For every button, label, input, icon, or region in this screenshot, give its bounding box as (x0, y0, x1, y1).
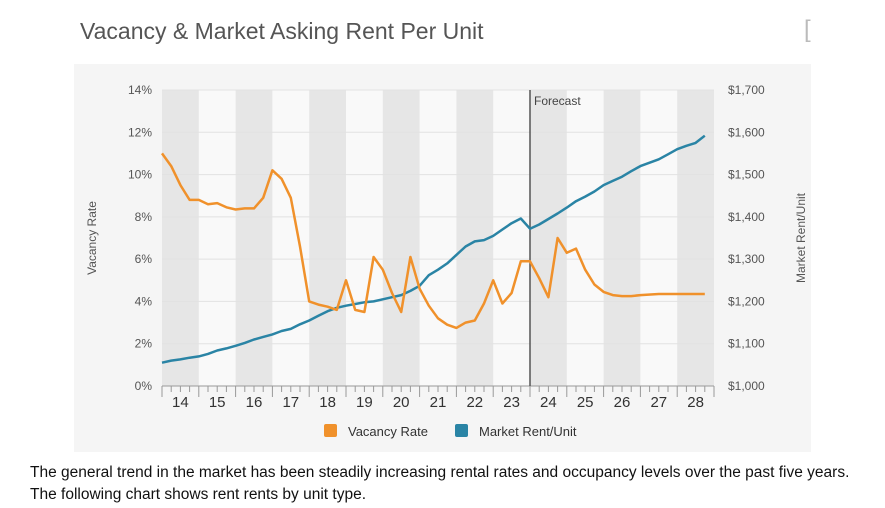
y-axis-left-title: Vacancy Rate (85, 201, 99, 275)
x-tick-label: 24 (540, 394, 557, 411)
year-band (530, 90, 567, 386)
expand-icon[interactable]: [ (804, 16, 811, 43)
x-tick-label: 18 (319, 394, 336, 411)
chart-title: Vacancy & Market Asking Rent Per Unit (80, 18, 484, 44)
x-tick-label: 23 (503, 394, 520, 411)
x-tick-label: 14 (172, 394, 189, 411)
x-tick-label: 22 (466, 394, 483, 411)
y-axis-right-labels: $1,000 $1,100 $1,200 $1,300 $1,400 $1,500 $1,6… (728, 83, 765, 393)
x-tick-label: 21 (430, 394, 447, 411)
y2-tick-label: $1,100 (728, 337, 765, 351)
legend-swatch-vacancy-rate[interactable] (324, 424, 337, 437)
vacancy-rate-series-line[interactable] (160, 152, 705, 330)
y-tick-label: 12% (128, 125, 152, 139)
caption-text: The general trend in the market has been… (30, 464, 850, 503)
year-band (677, 90, 714, 386)
y-tick-label: 2% (135, 337, 153, 351)
x-tick-label: 17 (282, 394, 299, 411)
market-rent-series-line[interactable] (161, 134, 706, 364)
y-tick-label: 14% (128, 83, 152, 97)
chart-svg: 14 15 16 17 18 19 20 21 22 23 24 25 26 27 28 0% 2% 4% 6% 8… (85, 83, 808, 439)
year-band (309, 90, 346, 386)
x-tick-label: 25 (577, 394, 594, 411)
y2-tick-label: $1,500 (728, 168, 765, 182)
y-tick-label: 8% (135, 210, 153, 224)
x-tick-label: 27 (650, 394, 667, 411)
legend-swatch-market-rent[interactable] (455, 424, 468, 437)
x-tick-label: 16 (246, 394, 263, 411)
year-band (603, 90, 641, 386)
y2-tick-label: $1,700 (728, 83, 765, 97)
year-band (235, 90, 273, 386)
y-tick-label: 10% (128, 168, 152, 182)
x-tick-label: 19 (356, 394, 373, 411)
y2-tick-label: $1,200 (728, 294, 765, 308)
y2-tick-label: $1,300 (728, 252, 765, 266)
x-tick-label: 20 (393, 394, 410, 411)
y-tick-label: 4% (135, 294, 153, 308)
y-tick-label: 6% (135, 252, 153, 266)
x-tick-label: 15 (209, 394, 226, 411)
x-axis-ticks (161, 386, 715, 397)
y-axis-left-labels: 0% 2% 4% 6% 8% 10% 12% 14% (128, 83, 152, 393)
year-band (162, 90, 199, 386)
y2-tick-label: $1,000 (728, 379, 765, 393)
x-tick-label: 26 (614, 394, 631, 411)
legend: Vacancy Rate Market Rent/Unit (324, 424, 577, 439)
chart-panel: 14 15 16 17 18 19 20 21 22 23 24 25 26 27 28 0% 2% 4% 6% 8… (74, 64, 811, 452)
x-tick-label: 28 (687, 394, 704, 411)
y2-tick-label: $1,400 (728, 210, 765, 224)
y-axis-right-title: Market Rent/Unit (794, 192, 808, 283)
x-axis-labels: 14 15 16 17 18 19 20 21 22 23 24 25 26 27 28 (172, 394, 704, 411)
legend-label-vacancy-rate[interactable]: Vacancy Rate (348, 424, 428, 439)
legend-label-market-rent[interactable]: Market Rent/Unit (479, 424, 577, 439)
y2-tick-label: $1,600 (728, 125, 765, 139)
year-band (382, 90, 420, 386)
forecast-label: Forecast (534, 94, 581, 108)
y-tick-label: 0% (135, 379, 153, 393)
